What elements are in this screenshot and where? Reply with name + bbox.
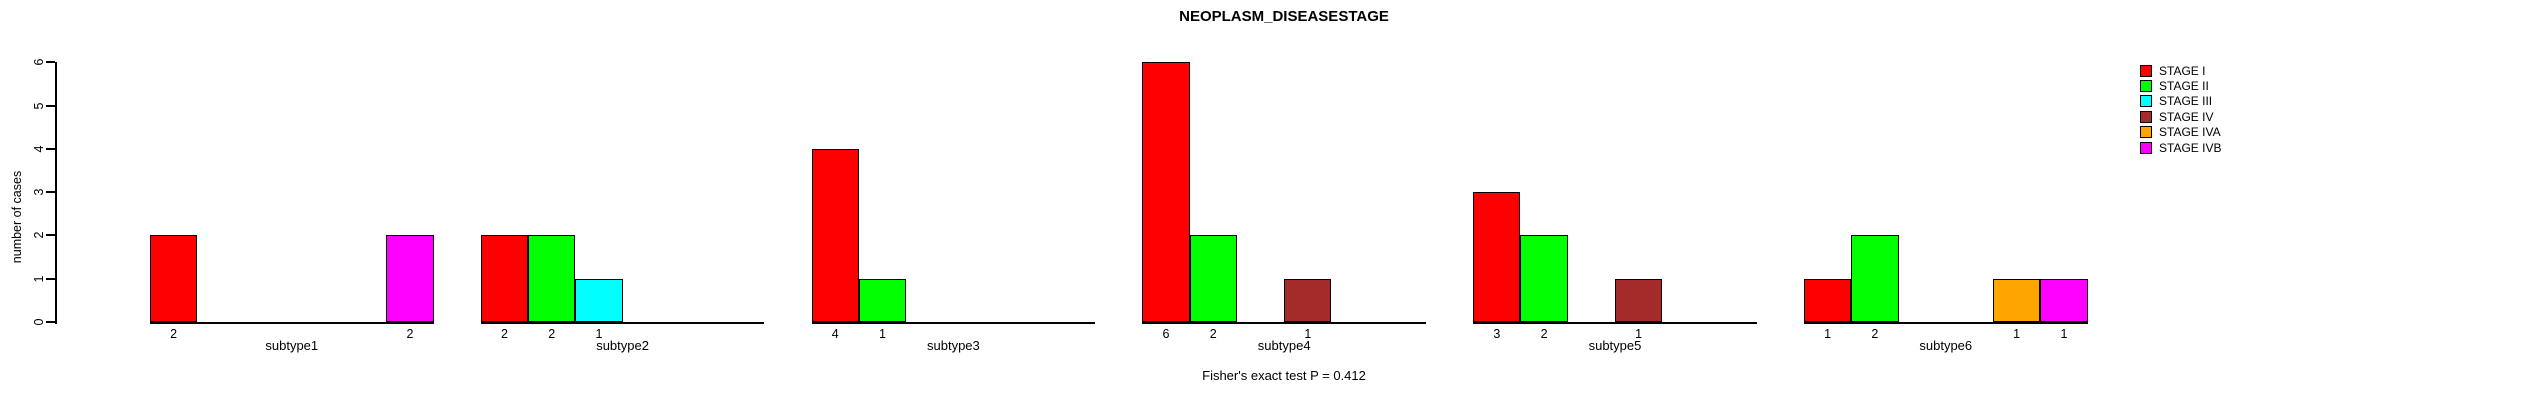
y-tick	[46, 234, 55, 237]
bar-stage-i	[1804, 278, 1852, 322]
x-axis-baseline	[811, 322, 1096, 324]
y-tick	[46, 321, 55, 323]
legend-swatch-stage-i	[2140, 64, 2152, 77]
legend-item: STAGE I	[2140, 63, 2205, 78]
bar-stage-iv	[1284, 278, 1332, 322]
category-label: subtype5	[1588, 338, 1642, 353]
bar-value-label: 6	[1162, 327, 1170, 341]
bar-value-label: 1	[2060, 327, 2068, 341]
chart-title: NEOPLASM_DISEASESTAGE	[1179, 8, 1389, 25]
x-axis-baseline	[150, 322, 434, 324]
legend-label: STAGE II	[2159, 79, 2209, 94]
y-tick-label: 2	[31, 231, 46, 239]
category-label: subtype3	[926, 338, 980, 353]
y-tick	[46, 61, 55, 64]
category-label: subtype6	[1919, 338, 1973, 353]
y-tick	[46, 277, 55, 280]
legend-swatch-stage-iv	[2140, 110, 2152, 123]
bar-stage-ivb	[2040, 278, 2088, 322]
legend-swatch-stage-iii	[2140, 95, 2152, 108]
bar-stage-ii	[858, 278, 907, 322]
bar-stage-i	[1142, 62, 1190, 322]
bar-stage-i	[811, 148, 859, 322]
legend-label: STAGE IVA	[2159, 125, 2221, 140]
legend-item: STAGE IVB	[2140, 140, 2221, 155]
subtitle-fisher-test: Fisher's exact test P = 0.412	[1202, 368, 1366, 383]
legend-label: STAGE III	[2159, 94, 2213, 109]
y-tick	[46, 147, 55, 150]
y-tick-label: 0	[31, 318, 46, 326]
x-axis-baseline	[1804, 322, 2088, 324]
legend-label: STAGE I	[2159, 63, 2206, 78]
bar-value-label: 2	[1871, 327, 1879, 341]
bar-value-label: 1	[2013, 327, 2021, 341]
y-tick-label: 5	[31, 102, 46, 109]
category-label: subtype2	[596, 338, 649, 353]
legend-item: STAGE IV	[2140, 109, 2213, 124]
bar-stage-ii	[1189, 235, 1237, 322]
bar-stage-ii	[528, 235, 576, 322]
bar-stage-iv	[1614, 278, 1663, 322]
bar-value-label: 1	[879, 327, 886, 341]
legend-swatch-stage-ivb	[2140, 141, 2152, 154]
y-axis-line	[55, 62, 57, 324]
bar-value-label: 2	[406, 327, 414, 341]
legend: STAGE I STAGE II STAGE III STAGE IV STAGE IV…	[2140, 63, 2260, 163]
bar-stage-ii	[1520, 235, 1568, 322]
bar-stage-i	[1473, 192, 1521, 322]
bar-value-label: 2	[1209, 327, 1217, 341]
bar-stage-iii	[575, 278, 623, 322]
bar-value-label: 1	[595, 327, 603, 341]
category-label: subtype4	[1257, 338, 1311, 353]
y-tick	[46, 104, 55, 107]
legend-item: STAGE III	[2140, 94, 2212, 109]
bar-value-label: 1	[1824, 327, 1832, 341]
bar-value-label: 1	[1304, 327, 1312, 341]
y-tick	[46, 191, 55, 194]
bar-value-label: 4	[831, 327, 839, 341]
bar-value-label: 1	[1635, 327, 1643, 341]
legend-swatch-stage-iva	[2140, 126, 2152, 139]
legend-label: STAGE IV	[2159, 109, 2214, 124]
bar-stage-ii	[1851, 235, 1899, 322]
bar-value-label: 2	[1540, 327, 1548, 341]
bar-value-label: 2	[170, 327, 178, 341]
bar-value-label: 2	[500, 327, 508, 341]
bar-value-label: 2	[548, 327, 556, 341]
category-label: subtype1	[265, 338, 319, 353]
bar-stage-iva	[1993, 278, 2041, 322]
legend-label: STAGE IVB	[2159, 140, 2222, 155]
y-tick-label: 1	[31, 275, 46, 283]
legend-item: STAGE IVA	[2140, 125, 2221, 140]
bar-stage-ivb	[386, 235, 434, 322]
bar-value-label: 3	[1493, 327, 1501, 341]
x-axis-baseline	[1142, 322, 1426, 324]
legend-swatch-stage-ii	[2140, 80, 2152, 93]
y-tick-label: 6	[31, 58, 46, 66]
x-axis-baseline	[1473, 322, 1757, 324]
bar-stage-i	[150, 235, 198, 322]
legend-item: STAGE II	[2140, 78, 2209, 93]
y-tick-label: 3	[31, 188, 46, 196]
x-axis-baseline	[480, 322, 765, 324]
y-tick-label: 4	[31, 145, 46, 153]
bar-stage-i	[480, 235, 529, 322]
